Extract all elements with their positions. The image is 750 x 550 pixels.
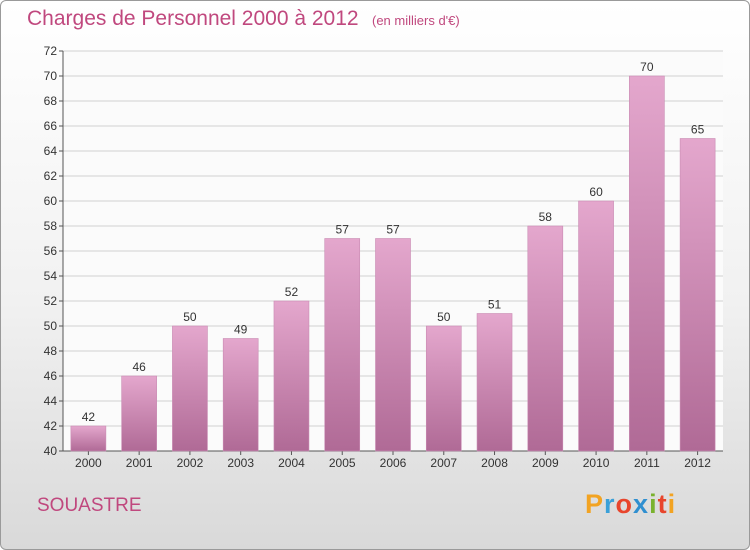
y-tick-label: 72 (44, 44, 58, 58)
x-tick-label: 2012 (684, 456, 711, 470)
y-tick-label: 52 (44, 294, 58, 308)
y-tick-label: 60 (44, 194, 58, 208)
y-tick-label: 40 (44, 444, 58, 458)
y-tick-label: 62 (44, 169, 58, 183)
x-tick-label: 2007 (430, 456, 457, 470)
x-tick-label: 2002 (177, 456, 204, 470)
logo-letter: x (633, 489, 650, 519)
chart-subtitle: (en milliers d'€) (372, 13, 460, 28)
y-tick-label: 46 (44, 369, 58, 383)
y-tick-label: 56 (44, 244, 58, 258)
bar-value-label: 65 (691, 123, 705, 137)
y-tick-label: 48 (44, 344, 58, 358)
bar-value-label: 57 (386, 223, 400, 237)
bar (679, 138, 716, 452)
y-tick-label: 70 (44, 69, 58, 83)
x-tick-label: 2008 (481, 456, 508, 470)
y-tick-label: 68 (44, 94, 58, 108)
logo-letter: i (667, 489, 677, 519)
bars (70, 75, 716, 452)
bar (476, 313, 513, 452)
y-tick-label: 54 (44, 269, 58, 283)
bar-value-label: 57 (336, 223, 350, 237)
logo-letter: i (649, 489, 658, 519)
x-tick-label: 2009 (532, 456, 559, 470)
x-tick-label: 2003 (227, 456, 254, 470)
logo-letter: t (657, 489, 668, 519)
bar-value-label: 51 (488, 298, 502, 312)
x-tick-label: 2001 (126, 456, 153, 470)
commune-name: SOUASTRE (37, 495, 142, 516)
y-tick-label: 66 (44, 119, 58, 133)
bar (324, 238, 361, 452)
logo-letter: P (585, 489, 605, 519)
bar (222, 338, 259, 452)
x-tick-label: 2005 (329, 456, 356, 470)
bar-value-label: 60 (589, 185, 603, 199)
bar-value-label: 42 (82, 410, 96, 424)
y-tick-label: 44 (44, 394, 58, 408)
bar-value-label: 50 (437, 310, 451, 324)
x-tick-label: 2000 (75, 456, 102, 470)
bar-value-label: 58 (539, 210, 553, 224)
proxiti-logo: Proxiti (585, 489, 676, 520)
x-tick-label: 2011 (634, 456, 660, 470)
bar (172, 325, 208, 452)
bar (629, 75, 665, 452)
logo-letter: r (604, 489, 616, 519)
bar (578, 200, 614, 452)
y-tick-label: 50 (44, 319, 58, 333)
bar-value-label: 70 (640, 60, 654, 74)
x-tick-label: 2004 (278, 456, 305, 470)
logo-letter: o (615, 489, 634, 519)
bar (273, 300, 310, 452)
y-tick-label: 42 (44, 419, 58, 433)
bar-value-label: 49 (234, 323, 248, 337)
bar-value-label: 50 (183, 310, 197, 324)
bar (425, 325, 462, 452)
bar-value-label: 52 (285, 285, 299, 299)
y-tick-label: 58 (44, 219, 58, 233)
chart-title: Charges de Personnel 2000 à 2012 (27, 7, 359, 30)
x-tick-label: 2006 (380, 456, 407, 470)
bar (527, 225, 564, 452)
x-tick-label: 2010 (583, 456, 610, 470)
bar (375, 238, 411, 452)
bar-value-label: 46 (132, 360, 146, 374)
bar (70, 425, 107, 452)
bar (121, 375, 157, 452)
data-labels: 42 46 50 49 52 57 57 50 51 58 60 70 65 (82, 60, 705, 424)
y-tick-label: 64 (44, 144, 58, 158)
